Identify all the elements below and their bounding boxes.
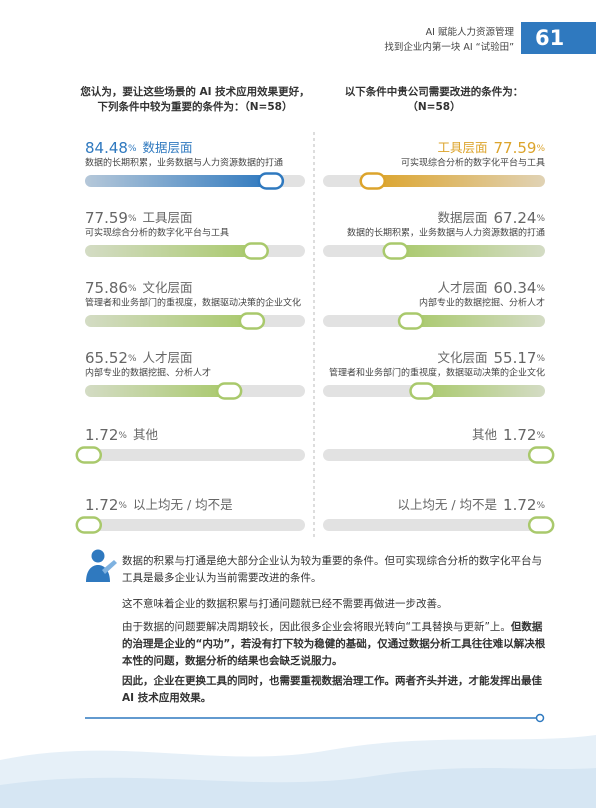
value-label: 1.72 <box>85 426 118 444</box>
value-unit: % <box>118 501 127 511</box>
category-label: 工具层面 <box>437 140 487 155</box>
value-unit: % <box>128 284 137 294</box>
value-unit: % <box>128 354 137 364</box>
category-label: 数据层面 <box>437 210 487 225</box>
item-description: 可实现综合分析的数字化平台与工具 <box>401 157 545 169</box>
value-unit: % <box>536 354 545 364</box>
header-line: AI 赋能人力资源管理 <box>425 27 514 38</box>
item-description: 数据的长期积累，业务数据与人力资源数据的打通 <box>85 157 283 169</box>
bar <box>85 175 271 187</box>
item-label: 人才层面 60.34% <box>437 279 545 297</box>
value-unit: % <box>128 144 137 154</box>
value-label: 77.59 <box>493 139 536 157</box>
note-text: 由于数据的问题要解决周期较长，因此很多企业会将眼光转向“工具替换与更新”上。 <box>122 621 511 633</box>
note-paragraph: 由于数据的问题要解决周期较长，因此很多企业会将眼光转向“工具替换与更新”上。但数… <box>122 619 550 670</box>
category-label: 其他 <box>472 427 498 442</box>
value-label: 77.59 <box>85 209 128 227</box>
value-unit: % <box>536 144 545 154</box>
chart-question: （N=58） <box>407 100 460 113</box>
chart-question: 以下条件中贵公司需要改进的条件为： <box>345 85 524 98</box>
note-paragraph: 因此，企业在更换工具的同时，也需要重视数据治理工作。两者齐头并进，才能发挥出最佳… <box>122 673 550 707</box>
value-label: 1.72 <box>85 496 118 514</box>
item-label: 1.72% 以上均无 / 均不是 <box>85 496 233 514</box>
bar-knob <box>527 446 555 464</box>
value-label: 67.24 <box>493 209 536 227</box>
bar <box>422 385 545 397</box>
bar-knob <box>257 172 285 190</box>
bar-track <box>323 519 545 531</box>
item-label: 数据层面 67.24% <box>437 209 545 227</box>
bar <box>85 385 230 397</box>
item-description: 可实现综合分析的数字化平台与工具 <box>85 227 229 239</box>
bar <box>85 315 252 327</box>
category-label: 其他 <box>133 427 159 442</box>
value-unit: % <box>536 431 545 441</box>
bar-knob <box>75 446 103 464</box>
note-paragraph: 这不意味着企业的数据积累与打通问题就已经不需要再做进一步改善。 <box>122 596 550 613</box>
category-label: 数据层面 <box>143 140 193 155</box>
bar-track <box>85 449 305 461</box>
value-label: 1.72 <box>503 426 536 444</box>
charts: 您认为，要让这些场景的 AI 技术应用效果更好， 下列条件中较为重要的条件为：（N… <box>75 85 555 534</box>
item-description: 内部专业的数据挖掘、分析人才 <box>419 297 545 309</box>
chart-question: 您认为，要让这些场景的 AI 技术应用效果更好， <box>80 85 309 98</box>
category-label: 文化层面 <box>143 280 193 295</box>
note-text: 这不意味着企业的数据积累与打通问题就已经不需要再做进一步改善。 <box>122 598 448 610</box>
value-unit: % <box>536 284 545 294</box>
bar-knob <box>238 312 266 330</box>
chart-question: 下列条件中较为重要的条件为：（N=58） <box>98 100 293 113</box>
category-label: 文化层面 <box>437 350 487 365</box>
bar-knob <box>242 242 269 260</box>
item-label: 以上均无 / 均不是 1.72% <box>397 496 545 514</box>
value-unit: % <box>128 214 137 224</box>
note-paragraph: 数据的积累与打通是绝大部分企业认为较为重要的条件。但可实现综合分析的数字化平台与… <box>122 553 550 587</box>
bar-knob <box>215 382 243 400</box>
value-label: 55.17 <box>493 349 536 367</box>
value-label: 65.52 <box>85 349 128 367</box>
item-label: 文化层面 55.17% <box>437 349 545 367</box>
bar-knob <box>397 312 425 330</box>
item-label: 工具层面 77.59% <box>437 139 545 157</box>
category-label: 工具层面 <box>143 210 193 225</box>
item-description: 管理者和业务部门的重视度，数据驱动决策的企业文化 <box>85 297 301 309</box>
item-label: 1.72% 其他 <box>85 426 158 444</box>
page-number: 61 <box>521 22 596 54</box>
category-label: 人才层面 <box>143 350 193 365</box>
item-description: 数据的长期积累，业务数据与人力资源数据的打通 <box>347 227 545 239</box>
bar-track <box>85 519 305 531</box>
header-line: 找到企业内第一块 AI “试验田” <box>384 42 514 53</box>
note-text: 数据的积累与打通是绝大部分企业认为较为重要的条件。但可实现综合分析的数字化平台与… <box>122 555 542 584</box>
bar-knob <box>527 516 555 534</box>
bar-knob <box>75 516 103 534</box>
bar <box>372 175 545 187</box>
bar <box>85 245 256 257</box>
note-text-bold: 但数据的治理是企业的“内功”，若没有打下较为稳健的基础，仅通过数据分析工具往往难… <box>122 621 546 667</box>
value-unit: % <box>536 501 545 511</box>
item-label: 65.52% 人才层面 <box>85 349 193 367</box>
bar-knob <box>359 172 387 190</box>
item-label: 77.59% 工具层面 <box>85 209 193 227</box>
bar <box>411 315 545 327</box>
category-label: 以上均无 / 均不是 <box>133 497 233 512</box>
bar-knob <box>382 242 409 260</box>
value-label: 75.86 <box>85 279 128 297</box>
bar <box>395 245 545 257</box>
value-label: 60.34 <box>493 279 536 297</box>
item-label: 84.48% 数据层面 <box>85 139 193 157</box>
note-text-bold: 因此，企业在更换工具的同时，也需要重视数据治理工作。两者齐头并进，才能发挥出最佳… <box>122 675 542 704</box>
item-label: 其他 1.72% <box>472 426 545 444</box>
item-description: 内部专业的数据挖掘、分析人才 <box>85 367 211 379</box>
value-label: 84.48 <box>85 139 128 157</box>
category-label: 人才层面 <box>437 280 487 295</box>
item-description: 管理者和业务部门的重视度，数据驱动决策的企业文化 <box>329 367 545 379</box>
bar-knob <box>409 382 436 400</box>
bar-track <box>323 449 545 461</box>
value-label: 1.72 <box>503 496 536 514</box>
item-label: 75.86% 文化层面 <box>85 279 193 297</box>
value-unit: % <box>536 214 545 224</box>
category-label: 以上均无 / 均不是 <box>397 497 497 512</box>
value-unit: % <box>118 431 127 441</box>
